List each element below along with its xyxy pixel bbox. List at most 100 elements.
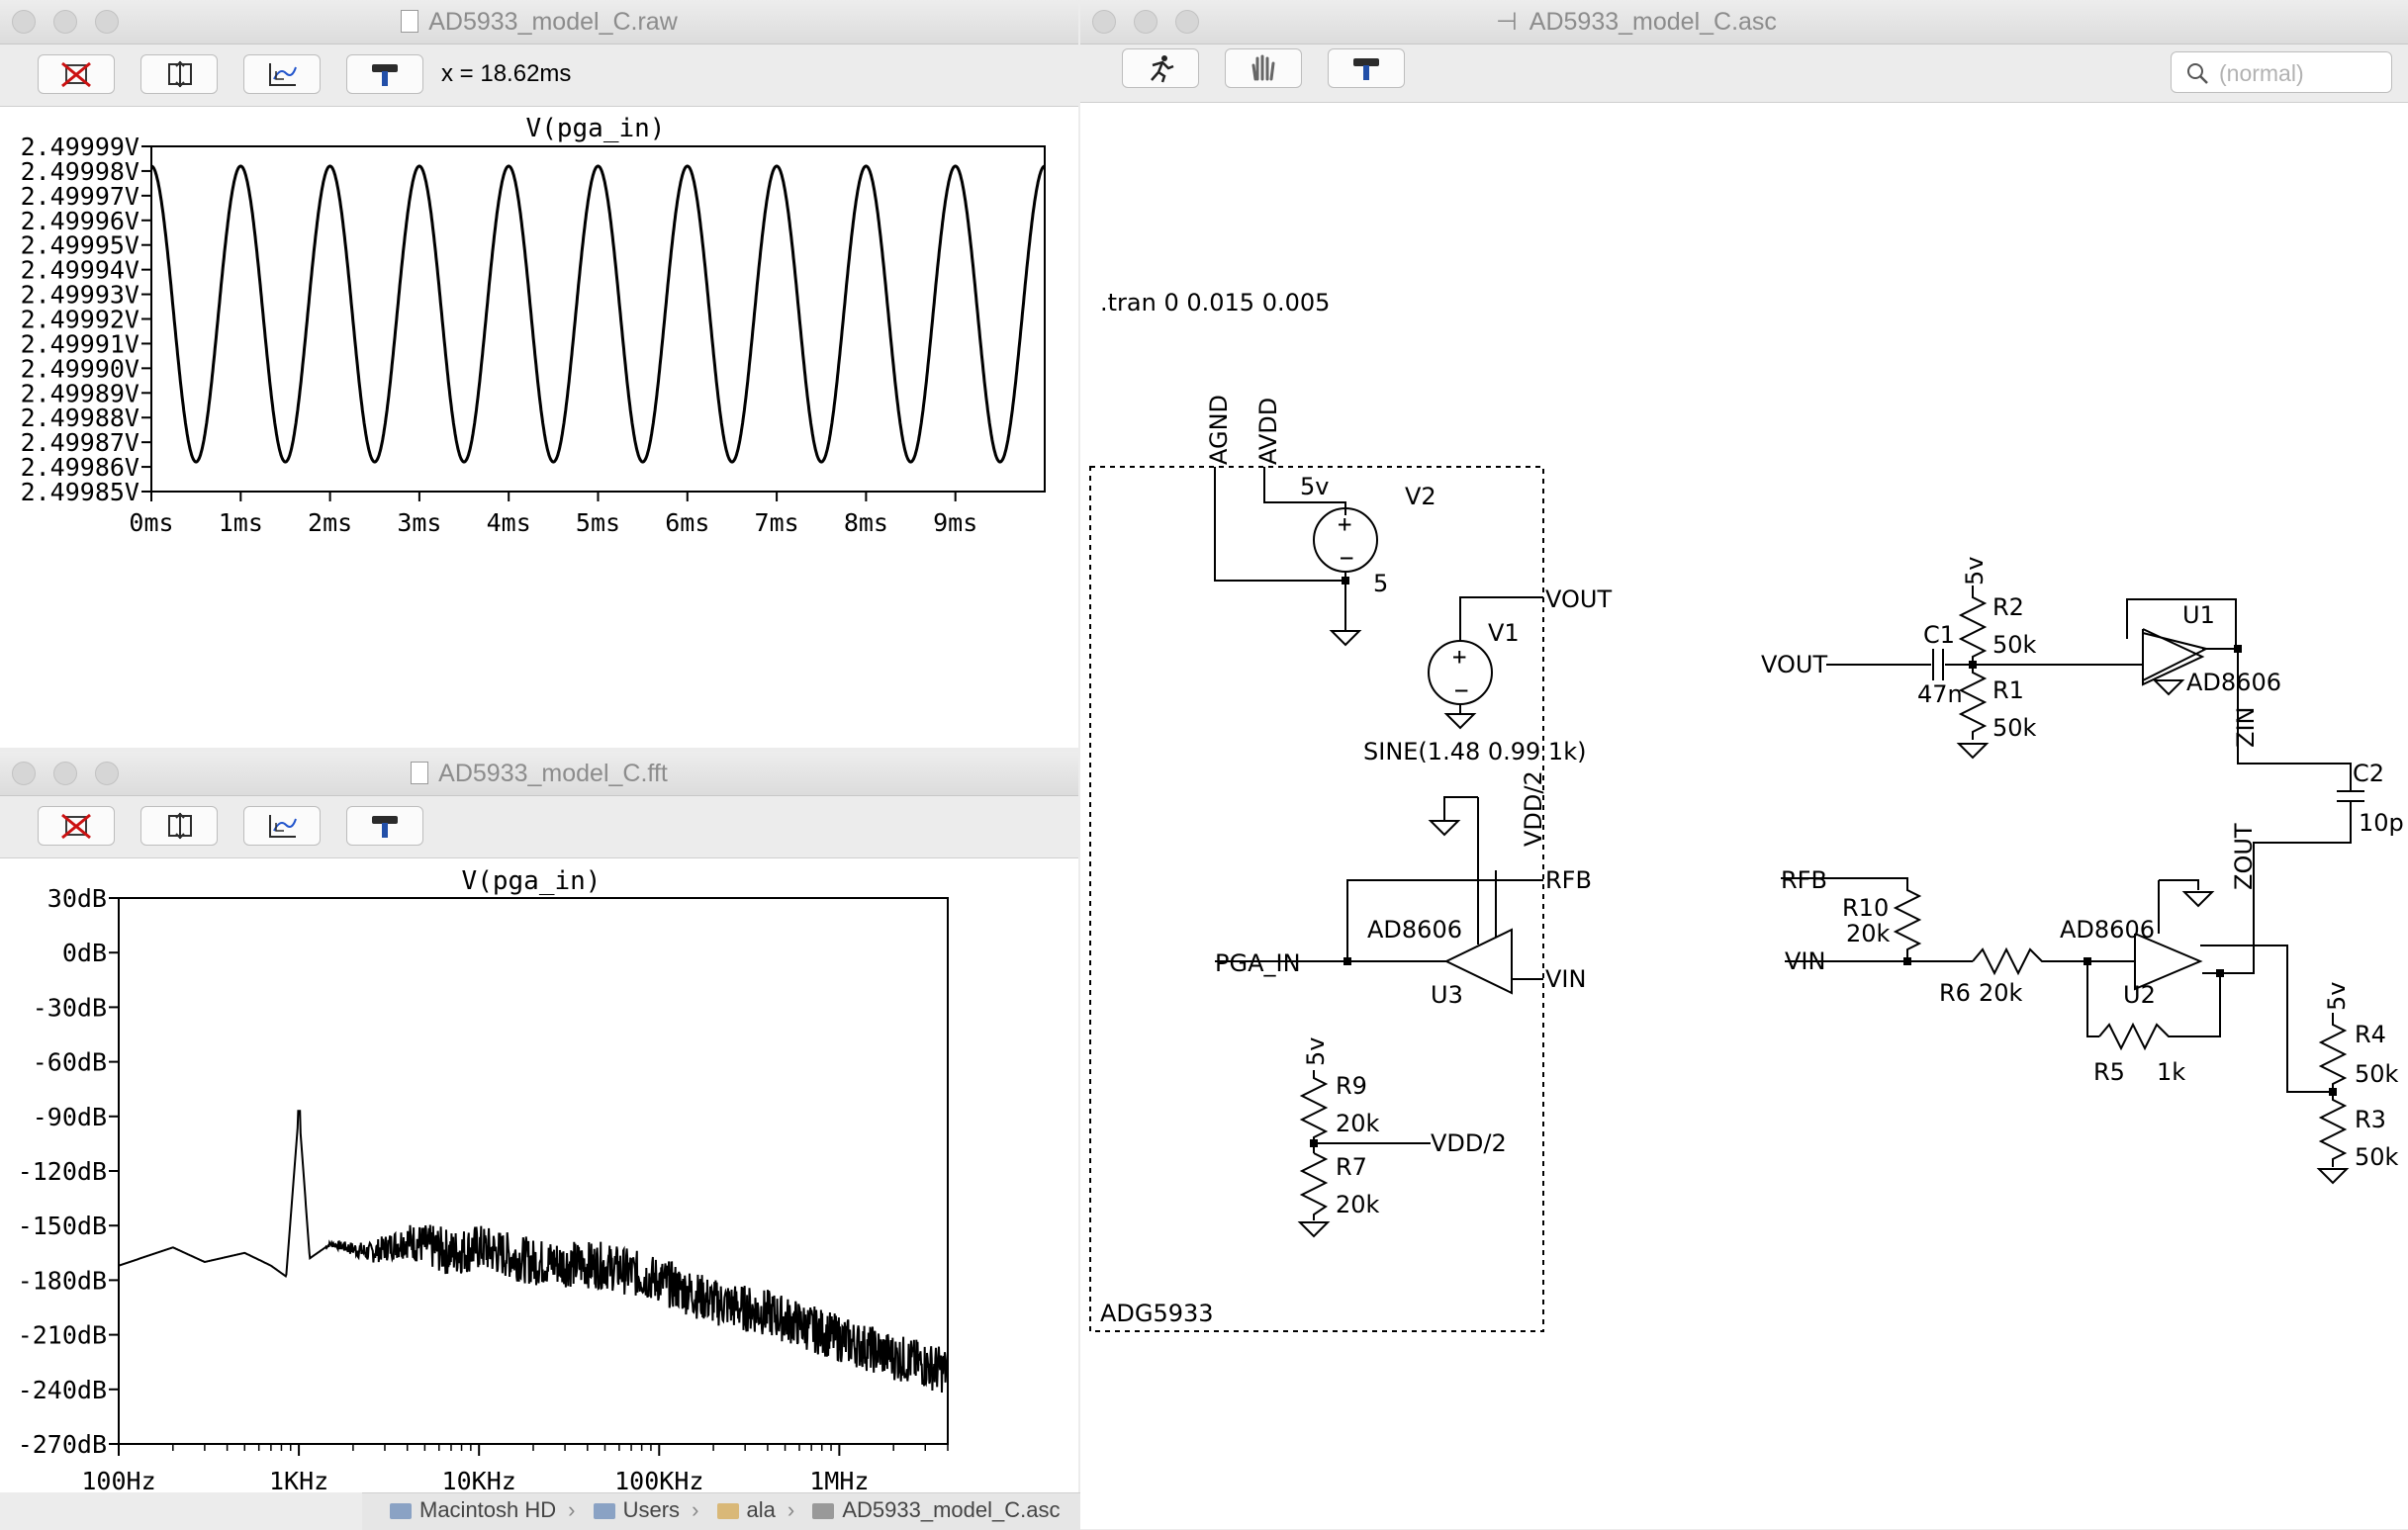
vin-input-label[interactable]: VIN [1785,947,1825,975]
r3-name[interactable]: R3 [2355,1106,2386,1133]
wire [1443,796,1478,821]
r10-name[interactable]: R10 [1842,894,1889,922]
u1-name[interactable]: U1 [2182,601,2215,629]
r1-name[interactable]: R1 [1992,676,2024,704]
rfb-label[interactable]: RFB [1545,866,1592,894]
u2-part-label[interactable]: AD8606 [2060,916,2155,944]
search-field[interactable]: (normal) [2171,51,2392,93]
raw-window-titlebar[interactable]: AD5933_model_C.raw [0,0,1078,45]
hammer-button[interactable] [346,806,423,846]
y-tick-label: 2.49987V [21,428,139,457]
vin-label[interactable]: VIN [1545,965,1586,993]
u1-part-label[interactable]: AD8606 [2186,669,2281,696]
x-tick-label: 4ms [487,508,531,537]
r2-name[interactable]: R2 [1992,593,2024,621]
minimize-window-button[interactable] [53,10,77,34]
autorange-button[interactable] [38,54,115,94]
y-tick-label: 2.49993V [21,281,139,310]
r7-name[interactable]: R7 [1336,1153,1367,1181]
v2-value-5v[interactable]: 5v [1300,473,1329,500]
pga-in-label[interactable]: PGA_IN [1215,949,1301,977]
x-tick-label: 7ms [755,508,799,537]
vout-label[interactable]: VOUT [1545,585,1612,613]
vout-input-label[interactable]: VOUT [1761,651,1827,678]
r1-value[interactable]: 50k [1992,714,2037,742]
fft-trace-label[interactable]: V(pga_in) [462,866,602,896]
r6-name[interactable]: R6 [1939,979,1971,1007]
r3-value[interactable]: 50k [2355,1143,2399,1171]
raw-waveform-window[interactable]: AD5933_model_C.raw x = 18.62ms V(pga_in)… [0,0,1078,748]
r4-name[interactable]: R4 [2355,1021,2386,1048]
pan-button[interactable] [243,54,321,94]
ground-symbol [1443,713,1477,730]
vdd-half-net-label[interactable]: VDD/2 [1431,1129,1507,1157]
halt-button[interactable] [1225,48,1302,88]
u2-name[interactable]: U2 [2123,981,2156,1009]
c1-name[interactable]: C1 [1923,621,1955,649]
r9-5v-label[interactable]: 5v [1302,1037,1330,1066]
r10-value[interactable]: 20k [1846,920,1891,947]
r5-name[interactable]: R5 [2093,1058,2125,1086]
r6-value[interactable]: 20k [1979,979,2023,1007]
v2-value[interactable]: 5 [1373,570,1388,597]
fft-window[interactable]: AD5933_model_C.fft V(pga_in) 30dB 0dB -30d… [0,752,1078,1492]
folder-icon [593,1503,615,1519]
close-window-button[interactable] [12,762,36,785]
waveform-plot[interactable]: V(pga_in) 2.49999V2.49998V2.49997V2.4999… [0,106,1078,748]
zoom-window-button[interactable] [95,762,119,785]
r1-resistor-symbol [1958,665,1988,740]
zoom-window-button[interactable] [95,10,119,34]
r3-resistor-symbol [2318,1092,2348,1167]
crumb-disk[interactable]: Macintosh HD [419,1497,557,1522]
u3-part-label[interactable]: AD8606 [1367,916,1462,944]
crumb-file[interactable]: AD5933_model_C.asc [842,1497,1061,1522]
zin-label[interactable]: ZIN [2232,707,2260,748]
waveform-trace-label[interactable]: V(pga_in) [526,114,666,143]
r4-5v-label[interactable]: 5v [2323,982,2351,1011]
u3-name[interactable]: U3 [1431,981,1463,1009]
r4-value[interactable]: 50k [2355,1060,2399,1088]
r2-5v-label[interactable]: 5v [1961,557,1989,585]
schematic-canvas[interactable]: + − + − .tran 0 0.015 0.005 ADG5933 AGND A… [1080,103,2408,1529]
hammer-button[interactable] [346,54,423,94]
c2-name[interactable]: C2 [2353,760,2384,787]
crumb-users[interactable]: Users [622,1497,681,1522]
pan-button[interactable] [243,806,321,846]
minimize-window-button[interactable] [53,762,77,785]
v2-name[interactable]: V2 [1405,483,1436,510]
c2-value[interactable]: 10p [2359,809,2404,837]
minimize-window-button[interactable] [1134,10,1158,34]
hammer-icon [372,816,398,838]
y-tick-label: 2.49997V [21,182,139,211]
tran-directive[interactable]: .tran 0 0.015 0.005 [1100,289,1330,316]
agnd-label[interactable]: AGND [1205,395,1233,465]
r9-value[interactable]: 20k [1336,1110,1380,1137]
schematic-window[interactable]: ⊣ AD5933_model_C.asc (normal) [1080,0,2408,1529]
v1-sine-value[interactable]: SINE(1.48 0.99 1k) [1363,738,1586,765]
vdd-half-label[interactable]: VDD/2 [1520,770,1547,847]
crumb-home[interactable]: ala [746,1497,776,1522]
r5-value[interactable]: 1k [2157,1058,2185,1086]
fft-window-titlebar[interactable]: AD5933_model_C.fft [0,752,1078,796]
c1-value[interactable]: 47n [1917,680,1963,708]
adg5933-label[interactable]: ADG5933 [1100,1300,1214,1327]
r2-value[interactable]: 50k [1992,631,2037,659]
r7-value[interactable]: 20k [1336,1191,1380,1218]
close-window-button[interactable] [12,10,36,34]
zoom-fit-button[interactable] [140,54,218,94]
autorange-button[interactable] [38,806,115,846]
fft-plot[interactable]: V(pga_in) 30dB 0dB -30dB -60dB -90dB -120dB -1… [0,857,1078,1492]
asc-window-titlebar[interactable]: ⊣ AD5933_model_C.asc [1080,0,2408,45]
hammer-icon [1353,58,1379,80]
zout-label[interactable]: ZOUT [2230,823,2258,890]
r9-name[interactable]: R9 [1336,1072,1367,1100]
y-tick-label: -30dB [33,993,107,1022]
zoom-window-button[interactable] [1175,10,1199,34]
v1-name[interactable]: V1 [1488,619,1520,647]
close-window-button[interactable] [1092,10,1116,34]
hammer-button[interactable] [1328,48,1405,88]
run-button[interactable] [1122,48,1199,88]
zoom-fit-button[interactable] [140,806,218,846]
rfb-input-label[interactable]: RFB [1781,866,1827,894]
avdd-label[interactable]: AVDD [1254,398,1282,465]
